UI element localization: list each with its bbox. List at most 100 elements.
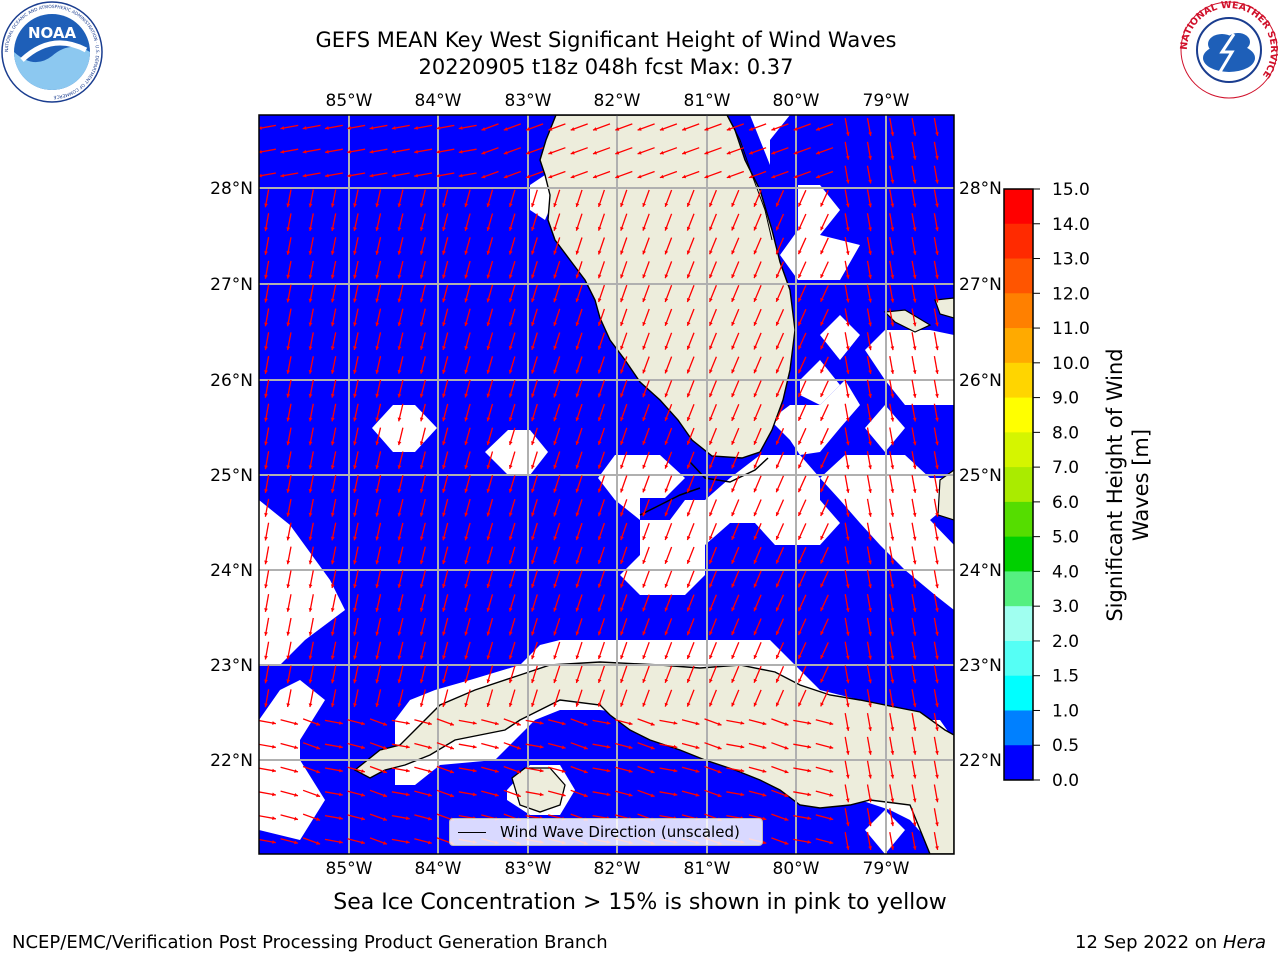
wind-arrow-head <box>419 203 424 208</box>
wind-arrow-head <box>531 583 535 588</box>
wind-arrow-head <box>620 202 624 207</box>
wind-arrow-head <box>286 203 291 208</box>
wind-arrow-head <box>620 369 624 374</box>
wind-arrow-head <box>890 822 895 827</box>
wind-arrow-head <box>731 607 735 612</box>
wind-arrow-head <box>642 512 646 517</box>
wind-arrow-head <box>486 274 491 279</box>
wind-arrow-head <box>508 441 513 445</box>
wind-arrow-head <box>419 465 424 469</box>
wind-arrow-head <box>807 792 812 797</box>
wind-arrow-head <box>775 393 780 397</box>
wind-arrow-head <box>286 560 291 565</box>
wind-arrow-head <box>912 203 917 208</box>
wind-arrow-head <box>890 203 895 208</box>
wind-arrow-head <box>375 584 380 588</box>
wind-arrow-head <box>286 370 291 374</box>
wind-arrow-head <box>286 655 291 660</box>
wind-arrow-head <box>798 631 802 635</box>
wind-arrow-head <box>935 560 939 565</box>
wind-arrow-head <box>664 512 669 517</box>
wind-arrow-head <box>890 679 895 684</box>
wind-arrow-head <box>464 631 469 636</box>
wind-arrow-head <box>561 721 566 726</box>
wind-arrow-head <box>912 846 917 850</box>
wind-arrow-head <box>784 793 789 798</box>
wind-arrow-head <box>912 155 917 160</box>
wind-arrow-head <box>575 441 580 445</box>
wind-arrow-head <box>427 793 432 797</box>
wind-arrow-head <box>753 274 758 279</box>
wind-arrow-head <box>820 702 824 707</box>
wind-arrow-head <box>845 846 850 850</box>
wind-arrow-head <box>472 721 477 725</box>
lon-tick-bottom: 84°W <box>415 859 462 879</box>
wind-arrow-head <box>642 678 646 683</box>
wind-arrow-head <box>442 488 446 493</box>
wind-arrow-head <box>597 512 602 517</box>
wind-arrow-head <box>775 440 780 445</box>
wind-arrow-head <box>397 560 402 565</box>
wind-arrow-head <box>553 274 557 279</box>
wind-arrow-head <box>642 226 646 231</box>
wind-arrow-head <box>820 321 824 326</box>
wind-arrow-head <box>753 297 758 302</box>
wind-arrow-head <box>330 489 335 493</box>
wind-arrow-head <box>516 745 521 750</box>
wind-arrow-head <box>316 769 321 774</box>
wind-arrow-head <box>762 793 767 797</box>
colorbar-tick-label: 13.0 <box>1052 250 1090 270</box>
wind-arrow-head <box>868 370 872 374</box>
wind-arrow-head <box>775 464 780 469</box>
wind-arrow-head <box>508 488 513 493</box>
wind-arrow-head <box>397 417 402 422</box>
wind-arrow-head <box>361 721 365 726</box>
wind-arrow-head <box>308 631 313 636</box>
wind-arrow-head <box>548 127 553 131</box>
wind-arrow-head <box>575 393 580 398</box>
wind-arrow-head <box>330 251 335 255</box>
wind-arrow-head <box>486 393 491 398</box>
colorbar-segment <box>1004 606 1033 642</box>
wind-arrow-head <box>868 727 872 731</box>
wind-arrow-head <box>620 631 624 636</box>
wind-arrow-head <box>709 250 713 255</box>
wind-arrow-head <box>531 274 535 279</box>
wind-arrow-head <box>531 512 535 517</box>
wind-arrow-head <box>353 703 357 707</box>
wind-arrow-head <box>597 560 602 564</box>
colorbar-segment <box>1004 640 1033 677</box>
wind-arrow-head <box>664 393 669 398</box>
colorbar-tick-label: 11.0 <box>1052 319 1090 339</box>
wind-arrow-head <box>397 274 402 279</box>
wind-arrow-head <box>516 722 521 726</box>
wind-arrow-head <box>286 346 291 350</box>
colorbar-tick-label: 6.0 <box>1052 493 1079 513</box>
wind-arrow-head <box>361 793 365 797</box>
wind-arrow-head <box>264 251 268 255</box>
wind-arrow-head <box>793 174 798 179</box>
colorbar-segment <box>1004 328 1033 364</box>
wind-arrow-head <box>775 535 780 540</box>
wind-arrow-head <box>912 608 917 612</box>
wind-arrow-head <box>264 584 268 589</box>
wind-arrow-head <box>868 132 872 136</box>
wind-arrow-head <box>330 608 335 612</box>
wind-arrow-head <box>383 769 387 774</box>
wind-arrow-head <box>845 536 850 541</box>
wind-arrow-head <box>890 417 895 422</box>
wind-arrow-head <box>264 512 268 517</box>
wind-arrow-head <box>650 769 655 774</box>
wind-arrow-head <box>762 816 767 821</box>
wind-arrow-head <box>375 393 380 398</box>
wind-arrow-head <box>642 393 646 398</box>
wind-arrow-head <box>845 179 850 184</box>
wind-arrow-head <box>353 488 357 493</box>
wind-arrow-head <box>264 489 268 493</box>
wind-arrow-head <box>264 560 268 565</box>
wind-arrow-head <box>531 226 535 231</box>
wind-arrow-head <box>330 227 335 231</box>
wind-arrow-head <box>845 370 850 374</box>
wind-arrow-head <box>280 126 285 130</box>
wind-arrow-head <box>731 535 735 540</box>
